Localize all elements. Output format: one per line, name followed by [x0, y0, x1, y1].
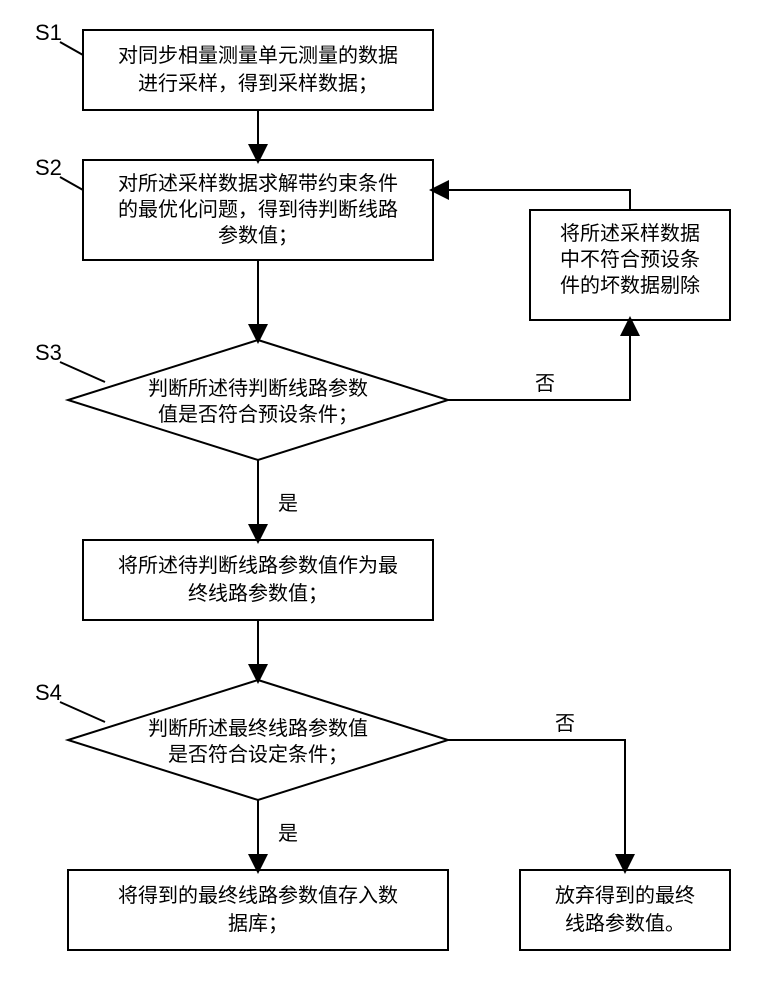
svg-text:终线路参数值；: 终线路参数值；	[188, 582, 328, 605]
step-s4-decision: 判断所述最终线路参数值 是否符合设定条件；	[68, 680, 448, 800]
svg-text:S1: S1	[35, 20, 62, 45]
svg-text:S4: S4	[35, 680, 62, 705]
svg-text:对所述采样数据求解带约束条件: 对所述采样数据求解带约束条件	[118, 172, 398, 195]
final-param-box: 将所述待判断线路参数值作为最 终线路参数值；	[83, 540, 433, 620]
store-db-box: 将得到的最终线路参数值存入数 据库；	[68, 870, 448, 950]
edge-d1-nf: 否	[448, 320, 630, 400]
step-label-s2: S2	[35, 155, 83, 190]
svg-text:值是否符合预设条件；: 值是否符合预设条件；	[158, 403, 358, 426]
step-label-s3: S3	[35, 340, 105, 382]
svg-text:判断所述最终线路参数值: 判断所述最终线路参数值	[148, 717, 368, 740]
edge-nf-n2	[433, 190, 630, 210]
svg-text:否: 否	[555, 713, 575, 735]
svg-text:将所述待判断线路参数值作为最: 将所述待判断线路参数值作为最	[118, 554, 398, 577]
svg-text:的最优化问题，得到待判断线路: 的最优化问题，得到待判断线路	[118, 198, 398, 221]
step-s3-decision: 判断所述待判断线路参数 值是否符合预设条件；	[68, 340, 448, 460]
svg-text:参数值；: 参数值；	[218, 224, 298, 247]
svg-text:中不符合预设条: 中不符合预设条	[560, 248, 700, 271]
step-s2-box: 对所述采样数据求解带约束条件 的最优化问题，得到待判断线路 参数值；	[83, 160, 433, 260]
svg-text:是: 是	[278, 823, 298, 845]
svg-text:否: 否	[535, 373, 555, 395]
svg-text:S2: S2	[35, 155, 62, 180]
svg-text:对同步相量测量单元测量的数据: 对同步相量测量单元测量的数据	[118, 44, 398, 67]
edge-d2-n5: 否	[448, 713, 625, 870]
svg-text:是否符合设定条件；: 是否符合设定条件；	[168, 743, 348, 766]
edge-d1-n3: 是	[258, 460, 298, 540]
step-label-s1: S1	[35, 20, 83, 55]
svg-text:将得到的最终线路参数值存入数: 将得到的最终线路参数值存入数	[118, 884, 398, 907]
svg-text:放弃得到的最终: 放弃得到的最终	[555, 884, 695, 907]
svg-text:件的坏数据剔除: 件的坏数据剔除	[560, 274, 700, 297]
discard-box: 放弃得到的最终 线路参数值。	[520, 870, 730, 950]
svg-text:判断所述待判断线路参数: 判断所述待判断线路参数	[148, 377, 368, 400]
step-s1-box: 对同步相量测量单元测量的数据 进行采样，得到采样数据；	[83, 30, 433, 110]
svg-text:进行采样，得到采样数据；: 进行采样，得到采样数据；	[138, 72, 378, 95]
svg-text:线路参数值。: 线路参数值。	[565, 912, 685, 935]
svg-text:是: 是	[278, 493, 298, 515]
filter-bad-data-box: 将所述采样数据 中不符合预设条 件的坏数据剔除	[530, 210, 730, 320]
edge-d2-n4: 是	[258, 800, 298, 870]
step-label-s4: S4	[35, 680, 105, 722]
flowchart-canvas: 对同步相量测量单元测量的数据 进行采样，得到采样数据； 对所述采样数据求解带约束…	[0, 0, 761, 1000]
svg-text:将所述采样数据: 将所述采样数据	[560, 222, 700, 245]
svg-text:据库；: 据库；	[228, 912, 288, 935]
svg-text:S3: S3	[35, 340, 62, 365]
